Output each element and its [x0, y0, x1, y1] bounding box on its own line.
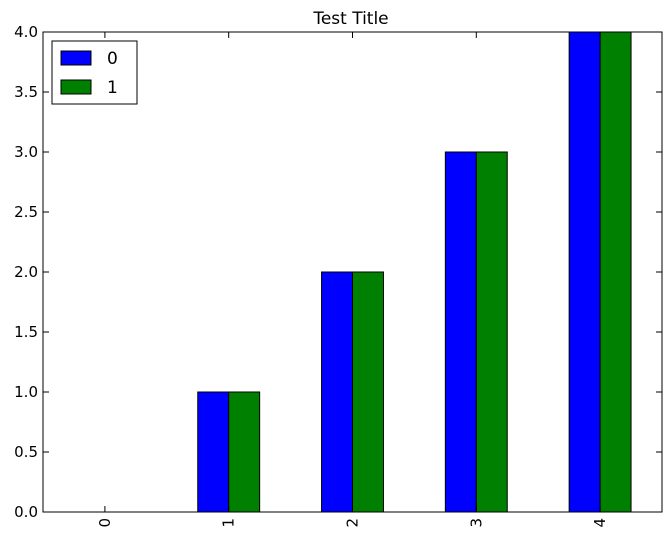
legend-label: 0: [107, 49, 118, 69]
legend-box: [51, 40, 138, 105]
bars-layer: [197, 31, 632, 513]
y-tick-label: 3.0: [14, 143, 38, 161]
x-tick-label: 0: [96, 518, 114, 528]
legend: 01: [51, 40, 138, 105]
axes-layer: 0.00.51.01.52.02.53.03.54.00 1 2 3 4: [14, 23, 663, 528]
legend-label: 1: [107, 78, 118, 98]
y-tick-label: 2.5: [14, 203, 38, 221]
bar-series-0-cat-3: [444, 151, 477, 513]
bar-series-1-cat-3: [475, 151, 508, 513]
y-tick-label: 0.5: [14, 443, 38, 461]
y-tick-label: 1.5: [14, 323, 38, 341]
bar-series-1-cat-4: [599, 31, 632, 513]
x-tick-label: 2: [344, 518, 362, 528]
legend-swatch: [60, 79, 92, 95]
bar-series-1-cat-2: [352, 271, 384, 513]
x-tick-label: 1: [220, 518, 238, 528]
y-tick-label: 2.0: [14, 263, 38, 281]
y-tick-label: 3.5: [14, 83, 38, 101]
bar-series-0-cat-2: [321, 271, 353, 513]
legend-swatch: [60, 50, 92, 66]
y-tick-label: 1.0: [14, 383, 38, 401]
bar-series-0-cat-1: [197, 391, 230, 513]
x-tick-label: 4: [591, 518, 609, 528]
y-tick-label: 0.0: [14, 503, 38, 521]
x-tick-label: 3: [467, 518, 485, 528]
bar-series-1-cat-1: [228, 391, 261, 513]
y-tick-label: 4.0: [14, 23, 38, 41]
chart-title: Test Title: [312, 9, 388, 29]
bar-series-0-cat-4: [568, 31, 601, 513]
